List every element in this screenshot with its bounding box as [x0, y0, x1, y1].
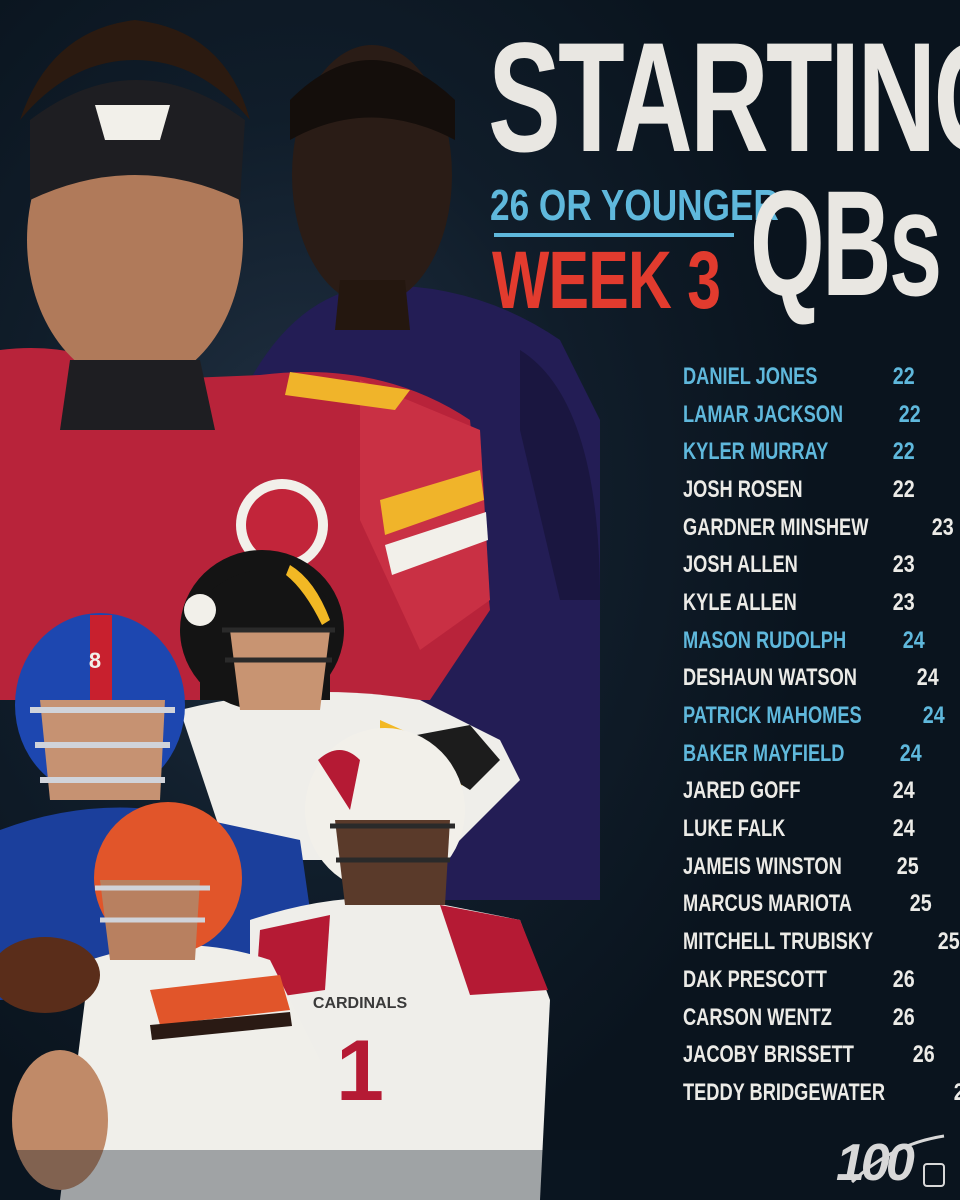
qb-name: CARSON WENTZ [683, 1003, 832, 1031]
roster-row: BAKER MAYFIELD 24 [683, 735, 922, 773]
roster-row: JARED GOFF 24 [683, 773, 915, 811]
qb-name: DANIEL JONES [683, 362, 818, 390]
qb-age: 24 [902, 626, 925, 654]
qb-name: LUKE FALK [683, 815, 786, 843]
qb-age: 25 [910, 890, 932, 918]
qb-name: MASON RUDOLPH [683, 626, 847, 654]
roster-row: KYLE ALLEN 23 [683, 584, 915, 622]
roster-row: PATRICK MAHOMES 24 [683, 697, 945, 735]
qb-age: 24 [922, 702, 945, 730]
roster-row: CARSON WENTZ 26 [683, 999, 915, 1037]
roster-row: GARDNER MINSHEW 23 [683, 509, 954, 547]
roster-row: LAMAR JACKSON 22 [683, 396, 920, 434]
qb-name: BAKER MAYFIELD [683, 739, 845, 767]
qb-age: 26 [893, 965, 915, 993]
roster-row: LUKE FALK 24 [683, 810, 915, 848]
qb-age: 25 [938, 928, 960, 956]
qb-age: 23 [893, 551, 915, 579]
qb-name: KYLER MURRAY [683, 438, 829, 466]
qb-age: 24 [900, 739, 923, 767]
qb-name: KYLE ALLEN [683, 588, 797, 616]
roster-row: JAMEIS WINSTON 25 [683, 848, 919, 886]
cardinals-logo-icon [318, 750, 360, 810]
roster-row: DAK PRESCOTT 26 [683, 961, 915, 999]
qb-name: JAMEIS WINSTON [683, 852, 842, 880]
qb-age: 26 [954, 1080, 960, 1105]
qb-name: DESHAUN WATSON [683, 664, 857, 692]
player-kyler-murray: CARDINALS 1 [250, 728, 550, 1200]
qb-name: TEDDY BRIDGEWATER [683, 1078, 886, 1106]
qb-age: 22 [893, 438, 915, 466]
chiefs-logo-icon [95, 105, 170, 140]
roster-row: KYLER MURRAY 22 [683, 433, 915, 471]
qb-name: LAMAR JACKSON [683, 400, 844, 428]
football-icon [0, 937, 100, 1013]
subtitle-divider [494, 233, 734, 237]
roster-row: JACOBY BRISSETT 26 [683, 1036, 935, 1074]
roster-row: JOSH ROSEN 22 [683, 471, 915, 509]
player-baker-mayfield [0, 802, 320, 1200]
giants-helmet-number: 8 [89, 648, 101, 673]
roster-row: DESHAUN WATSON 24 [683, 660, 939, 698]
qb-name: JARED GOFF [683, 777, 801, 805]
qb-age: 25 [896, 852, 919, 880]
qb-name: PATRICK MAHOMES [683, 702, 862, 730]
nfl-shield-icon [923, 1163, 945, 1187]
qb-age: 22 [893, 362, 915, 390]
qb-age: 24 [916, 664, 939, 692]
qb-name: JOSH ROSEN [683, 475, 803, 503]
qb-age: 24 [893, 815, 915, 843]
roster-row: MARCUS MARIOTA 25 [683, 886, 932, 924]
subtitle-week: WEEK 3 [492, 235, 721, 326]
qb-age: 22 [893, 475, 915, 503]
qb-age: 26 [912, 1041, 935, 1069]
qb-age: 26 [893, 1003, 915, 1031]
roster-row: TEDDY BRIDGEWATER 26 [683, 1074, 960, 1112]
cardinals-jersey-number: 1 [336, 1023, 384, 1119]
qb-name: JOSH ALLEN [683, 551, 798, 579]
steelers-logo-icon [184, 594, 216, 626]
roster-row: JOSH ALLEN 23 [683, 546, 915, 584]
qb-age: 23 [893, 588, 915, 616]
roster-row: DANIEL JONES 22 [683, 358, 915, 396]
qb-name: JACOBY BRISSETT [683, 1041, 854, 1069]
player-patrick-mahomes [0, 20, 490, 700]
roster-row: MITCHELL TRUBISKY 25 [683, 923, 960, 961]
qb-roster-list: DANIEL JONES 22 LAMAR JACKSON 22 KYLER MURRA… [683, 358, 960, 1112]
nfl-100-logo: 100 [832, 1130, 952, 1192]
cardinals-jersey-text: CARDINALS [313, 995, 408, 1012]
subtitle-age: 26 OR YOUNGER [490, 181, 779, 230]
qb-age: 23 [931, 513, 954, 541]
title-qbs: QBs [750, 159, 942, 327]
player-artwork: 8 CARDINALS 1 [0, 20, 600, 1200]
qb-name: GARDNER MINSHEW [683, 513, 869, 541]
roster-row: MASON RUDOLPH 24 [683, 622, 924, 660]
qb-name: MARCUS MARIOTA [683, 890, 852, 918]
qb-name: MITCHELL TRUBISKY [683, 928, 874, 956]
player-collage: 8 CARDINALS 1 [0, 20, 600, 1200]
qb-age: 22 [898, 400, 921, 428]
qb-name: DAK PRESCOTT [683, 965, 827, 993]
qb-age: 24 [893, 777, 915, 805]
title-starting: STARTING [488, 11, 960, 185]
